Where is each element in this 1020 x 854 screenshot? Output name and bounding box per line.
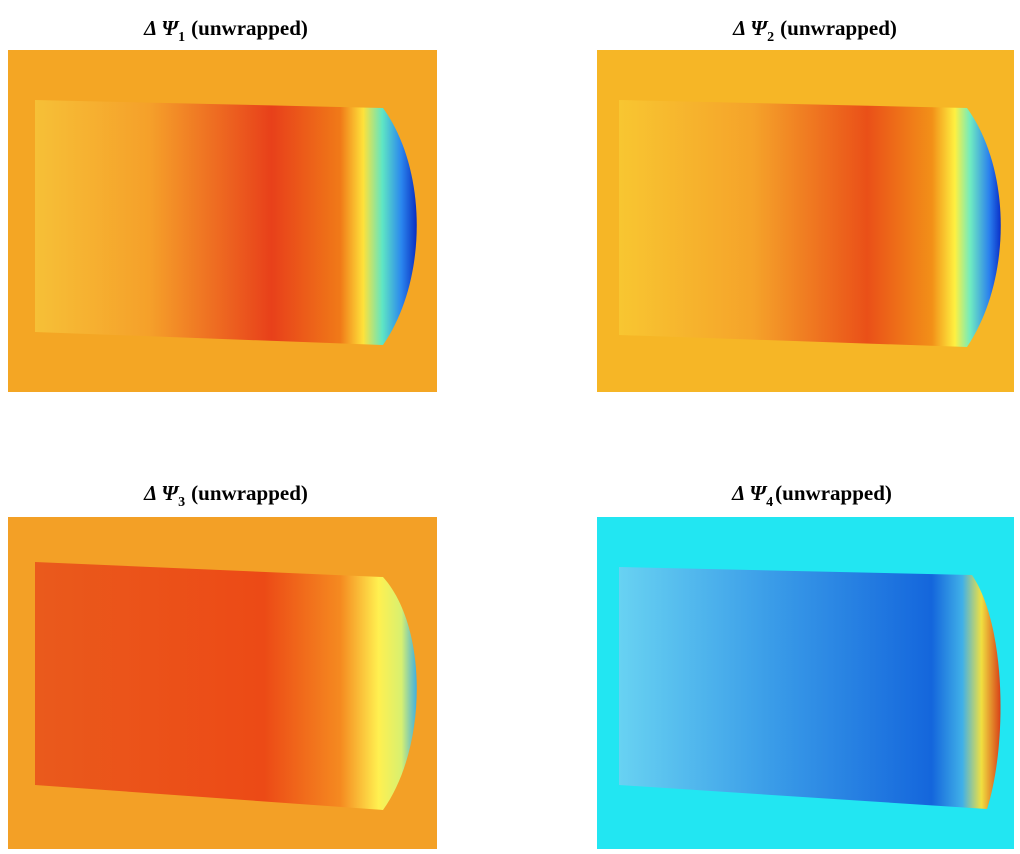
title-symbol: Δ Ψ	[732, 16, 769, 40]
title-subscript: 3	[178, 495, 185, 510]
phase-map	[619, 100, 1001, 347]
panel	[8, 517, 437, 849]
panel-title: Δ Ψ2 (unwrapped)	[732, 16, 897, 45]
panel-title: Δ Ψ1 (unwrapped)	[143, 16, 308, 45]
title-label: (unwrapped)	[191, 16, 308, 40]
phase-map	[35, 562, 417, 810]
title-subscript: 4	[766, 495, 773, 510]
title-subscript: 1	[178, 30, 185, 45]
figure: Δ Ψ1(unwrapped) Δ Ψ2(unwrapped) Δ Ψ3(unw…	[0, 0, 1020, 854]
phase-map	[619, 567, 1001, 809]
panel-title: Δ Ψ4(unwrapped)	[731, 481, 892, 510]
panel-title: Δ Ψ3 (unwrapped)	[143, 481, 308, 510]
phase-map	[35, 100, 417, 345]
panel	[597, 50, 1014, 392]
title-subscript: 2	[767, 30, 774, 45]
title-label: (unwrapped)	[775, 481, 892, 505]
title-symbol: Δ Ψ	[143, 16, 180, 40]
panel	[597, 517, 1014, 849]
title-symbol: Δ Ψ	[143, 481, 180, 505]
panel	[8, 50, 437, 392]
title-label: (unwrapped)	[191, 481, 308, 505]
title-symbol: Δ Ψ	[731, 481, 768, 505]
title-label: (unwrapped)	[780, 16, 897, 40]
